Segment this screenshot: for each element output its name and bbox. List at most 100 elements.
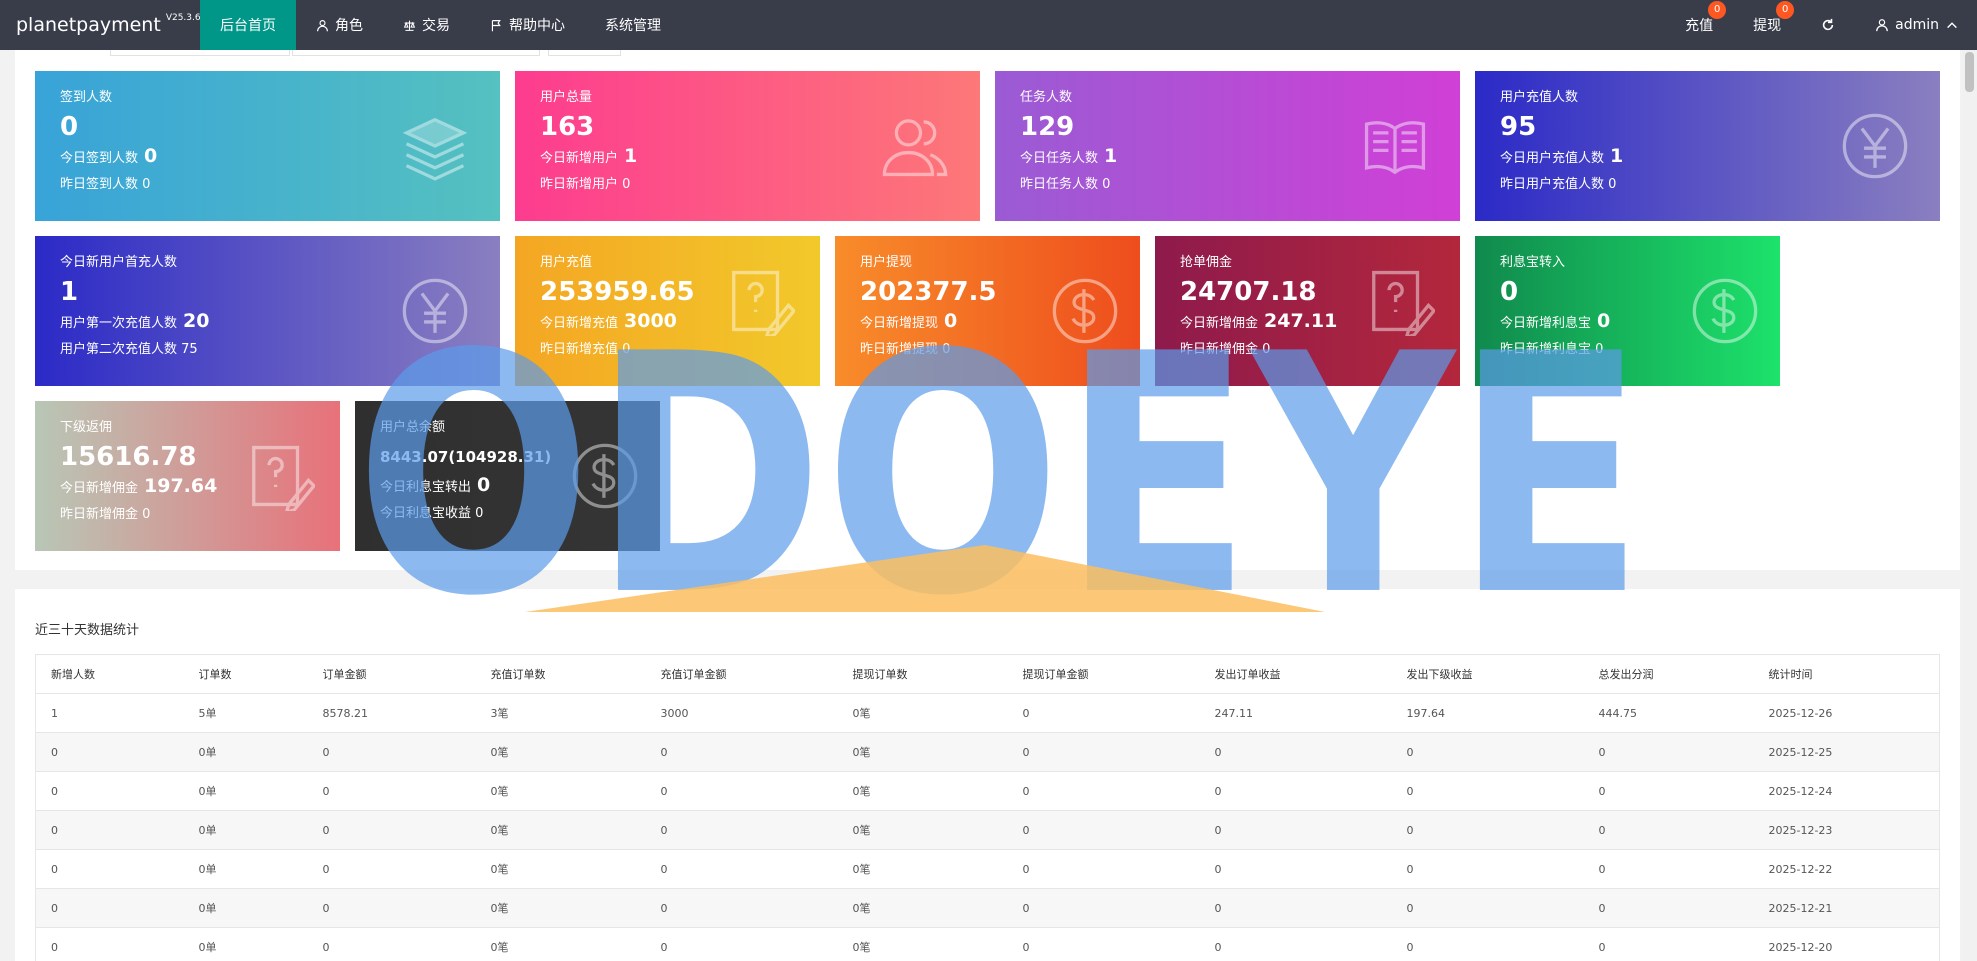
card-row1-label: 今日新增佣金 [60,481,139,496]
brand-logo[interactable]: planetpayment V25.3.6 [0,0,201,50]
table-cell: 0 [1391,771,1584,811]
table-cell: 0单 [183,927,308,961]
table-cell: 0 [307,771,476,811]
card-row1-value: 0 [1597,310,1611,332]
nav-trade[interactable]: 交易 [383,0,470,50]
card-row2-label: 昨日新增佣金 [60,507,139,522]
card-value: 129 [1020,112,1075,142]
card-title: 任务人数 [1020,90,1073,105]
table-cell: 0 [1583,849,1754,889]
stat-card-withdraw: 用户提现 202377.5 今日新增提现 0 昨日新增提现 0 [835,236,1140,386]
table-cell: 5单 [183,693,308,733]
top-navbar: planetpayment V25.3.6 后台首页 角色 交易 帮助中心 系统管… [0,0,1977,50]
nav-role-label: 角色 [335,18,363,34]
table-cell: 0 [35,888,184,928]
card-title: 抢单佣金 [1180,255,1233,270]
table-cell: 0笔 [837,771,1008,811]
filter-input-edge [292,50,540,56]
card-row2-label: 用户第二次充值人数 [60,342,178,357]
recharge-button[interactable]: 充值 0 [1665,0,1733,50]
card-row2-value: 75 [181,342,198,357]
card-row1-label: 今日新增佣金 [1180,316,1259,331]
table-cell: 2025-12-21 [1753,888,1940,928]
nav-system[interactable]: 系统管理 [585,0,681,50]
table-cell: 0 [1007,771,1200,811]
card-row1-label: 今日新增用户 [540,151,619,166]
card-row1-value: 0 [944,310,958,332]
withdraw-button[interactable]: 提现 0 [1733,0,1801,50]
table-cell: 0单 [183,810,308,850]
table-header-row: 新增人数 订单数 订单金额 充值订单数 充值订单金额 提现订单数 提现订单金额 … [35,654,1940,694]
card-row1-value: 3000 [624,310,677,332]
note-question-icon [1372,270,1435,336]
card-row2-value: 0 [942,342,951,357]
filter-input-edge [110,50,290,56]
stat-card-recharge-users: 用户充值人数 95 今日用户充值人数 1 昨日用户充值人数 0 [1475,71,1940,221]
nav-trade-label: 交易 [422,18,450,34]
stat-card-tasks: 任务人数 129 今日任务人数 1 昨日任务人数 0 [995,71,1460,221]
card-value: 8443.07(104928.31) [380,448,552,466]
table-cell: 0 [645,927,838,961]
col-header: 充值订单数 [475,654,646,694]
table-row: 0 0单 0 0笔 0 0笔 0 0 0 0 2025-12-23 [35,810,1940,850]
col-header: 充值订单金额 [645,654,838,694]
card-row1-label: 今日新增利息宝 [1500,316,1592,331]
table-cell: 0 [35,849,184,889]
user-icon [1876,19,1888,32]
stat-card-recharge: 用户充值 253959.65 今日新增充值 3000 昨日新增充值 0 [515,236,820,386]
card-row2-value: 0 [1608,177,1617,192]
card-row2-label: 昨日新增充值 [540,342,619,357]
table-cell: 0 [1583,810,1754,850]
card-title: 用户总余额 [380,420,446,435]
nav-help[interactable]: 帮助中心 [470,0,585,50]
note-question-icon [732,270,795,336]
chevron-up-icon [1947,22,1957,29]
card-title: 用户充值 [540,255,593,270]
refresh-icon [1822,18,1834,31]
nav-home[interactable]: 后台首页 [200,0,296,50]
table-cell: 0 [1583,927,1754,961]
withdraw-label: 提现 [1753,18,1782,34]
table-cell: 0 [1583,732,1754,772]
table-cell: 0 [1007,810,1200,850]
user-menu[interactable]: admin [1855,0,1977,50]
refresh-button[interactable] [1801,0,1855,50]
card-row1-value: 0 [477,474,491,496]
user-icon [317,19,328,31]
card-row1-label: 今日利息宝转出 [380,480,472,495]
card-title: 利息宝转入 [1500,255,1566,270]
table-row: 0 0单 0 0笔 0 0笔 0 0 0 0 2025-12-21 [35,888,1940,928]
table-cell: 2025-12-26 [1753,693,1940,733]
card-value: 15616.78 [60,442,197,472]
table-cell: 0 [1007,849,1200,889]
page-scrollbar[interactable] [1962,50,1977,961]
card-row2-value: 0 [622,342,631,357]
card-title: 用户提现 [860,255,913,270]
col-header: 提现订单数 [837,654,1008,694]
table-row: 1 5单 8578.21 3笔 3000 0笔 0 247.11 197.64 444.75 202… [35,693,1940,733]
table-cell: 0 [1391,888,1584,928]
nav-role[interactable]: 角色 [296,0,383,50]
table-cell: 8578.21 [307,693,476,733]
col-header: 发出下级收益 [1391,654,1584,694]
right-nav: 充值 0 提现 0 admin [1665,0,1977,50]
table-cell: 0笔 [475,888,646,928]
table-cell: 0 [307,888,476,928]
stat-card-sub-commission: 下级返佣 15616.78 今日新增佣金 197.64 昨日新增佣金 0 [35,401,340,551]
stat-card-signin: 签到人数 0 今日签到人数 0 昨日签到人数 0 [35,71,500,221]
table-cell: 0 [1007,888,1200,928]
card-row2-label: 昨日签到人数 [60,177,139,192]
card-row2-value: 0 [142,507,151,522]
scrollbar-thumb[interactable] [1965,52,1974,92]
note-question-icon [252,445,315,511]
table-cell: 0单 [183,888,308,928]
table-cell: 247.11 [1199,693,1392,733]
table-body: 1 5单 8578.21 3笔 3000 0笔 0 247.11 197.64 444.75 202… [35,693,1940,961]
card-row2-label: 昨日任务人数 [1020,177,1099,192]
withdraw-badge: 0 [1776,1,1795,19]
col-header: 发出订单收益 [1199,654,1392,694]
card-row1-value: 247.11 [1264,310,1338,332]
table-cell: 0 [1199,810,1392,850]
card-row1-value: 1 [624,145,638,167]
stat-card-balance: 用户总余额 8443.07(104928.31) 今日利息宝转出 0 今日利息宝收… [355,401,660,551]
